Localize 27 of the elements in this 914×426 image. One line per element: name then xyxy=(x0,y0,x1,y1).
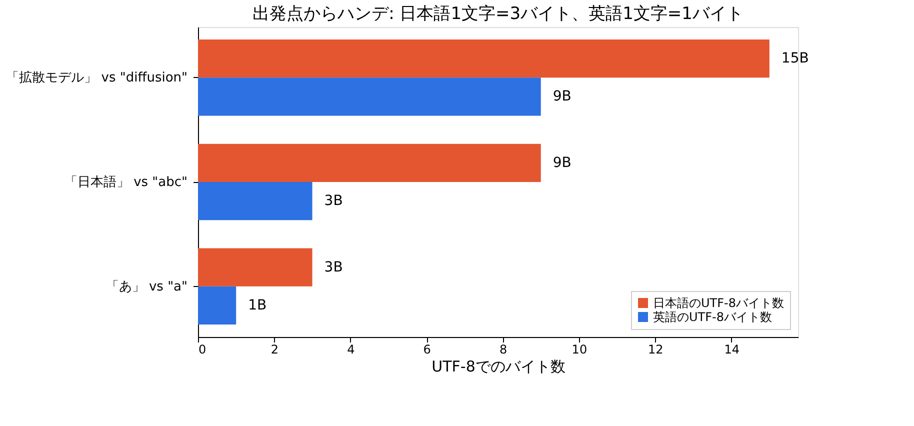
x-tick-label: 8 xyxy=(499,342,508,356)
bar xyxy=(198,78,541,116)
data-label: 15B xyxy=(781,50,809,67)
legend-label: 日本語のUTF-8バイト数 xyxy=(653,296,784,310)
bar xyxy=(198,40,770,78)
y-tick-label: 「あ」 vs "a" xyxy=(106,279,188,294)
y-tick-label: 「拡散モデル」 vs "diffusion" xyxy=(6,70,188,86)
x-tick-label: 4 xyxy=(347,342,355,356)
x-tick-label: 12 xyxy=(648,342,664,356)
chart-title: 出発点からハンデ: 日本語1文字=3バイト、英語1文字=1バイト xyxy=(252,4,744,24)
bar xyxy=(198,248,312,286)
bar xyxy=(198,182,312,220)
data-label: 3B xyxy=(324,259,343,276)
bar xyxy=(198,144,541,182)
y-tick-label: 「日本語」 vs "abc" xyxy=(64,175,188,190)
x-tick-label: 14 xyxy=(724,342,740,356)
x-tick-label: 10 xyxy=(572,342,588,356)
data-label: 9B xyxy=(552,88,572,105)
data-label: 1B xyxy=(248,297,267,314)
legend-label: 英語のUTF-8バイト数 xyxy=(653,310,772,324)
x-tick-label: 0 xyxy=(198,342,206,356)
bar xyxy=(198,286,236,324)
data-label: 9B xyxy=(552,154,572,171)
x-axis-title: UTF-8でのバイト数 xyxy=(432,358,566,376)
data-label: 3B xyxy=(324,193,343,210)
x-tick-label: 6 xyxy=(423,342,431,356)
x-tick-label: 2 xyxy=(270,342,279,356)
